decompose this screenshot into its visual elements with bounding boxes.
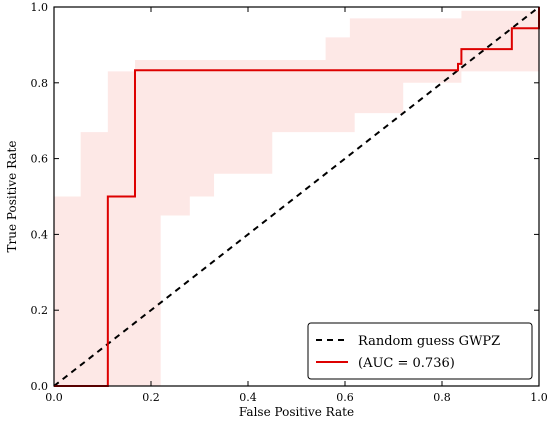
- confidence-band: [54, 10, 539, 386]
- y-tick-label: 0.2: [31, 304, 49, 317]
- y-tick-label: 0.6: [31, 153, 49, 166]
- legend: Random guess GWPZ (AUC = 0.736): [307, 322, 533, 380]
- x-axis-label: False Positive Rate: [239, 405, 354, 419]
- confidence-band-layer: [54, 10, 539, 386]
- series-layer: [53, 6, 540, 387]
- y-tick-label: 0.4: [31, 228, 49, 241]
- series-roc-curve-line: [54, 7, 540, 387]
- plot-frame: [53, 6, 540, 387]
- x-tick-label: 0.0: [45, 391, 63, 404]
- x-tick-label: 0.4: [239, 391, 257, 404]
- x-tick-label: 0.8: [433, 391, 451, 404]
- y-axis-label: True Positive Rate: [5, 141, 19, 253]
- ticks-layer: 0.0 0.2 0.4 0.6 0.8 1.0 0.0 0.2 0.4 0.6 0.8 1.0: [31, 1, 548, 404]
- x-tick-label: 0.2: [142, 391, 160, 404]
- legend-label-random-guess: Random guess GWPZ: [358, 334, 500, 349]
- x-tick-label: 0.6: [336, 391, 354, 404]
- series-random-guess-line: [53, 6, 540, 387]
- x-tick-label: 1.0: [530, 391, 548, 404]
- legend-box: [307, 322, 533, 380]
- y-tick-label: 0.0: [31, 380, 49, 393]
- y-tick-label: 1.0: [31, 1, 49, 14]
- y-tick-label: 0.8: [31, 77, 49, 90]
- legend-label-auc: (AUC = 0.736): [358, 356, 455, 371]
